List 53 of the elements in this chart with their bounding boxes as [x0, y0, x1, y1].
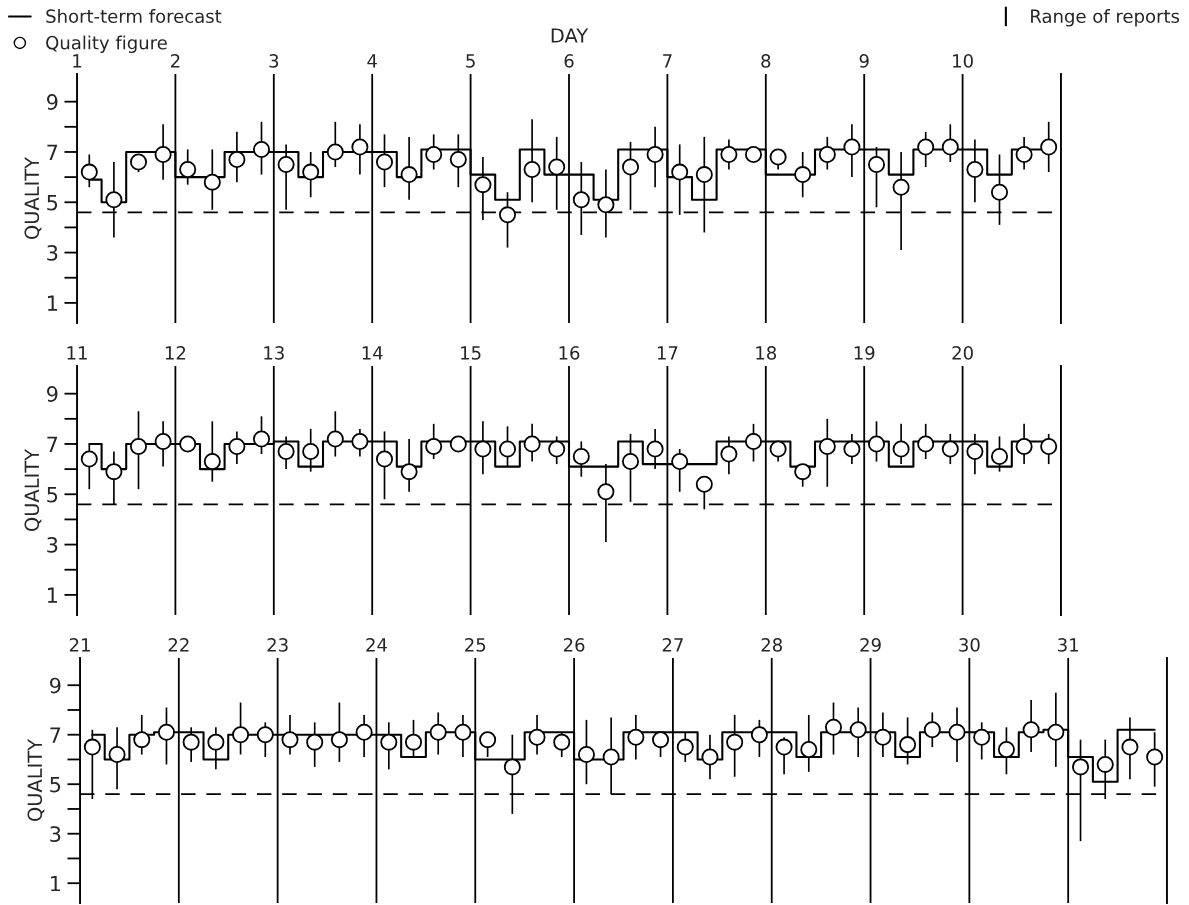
y-tick-label: 5 — [47, 195, 58, 211]
x-tick-label: 23 — [267, 638, 288, 652]
x-tick-label: 20 — [952, 346, 973, 360]
x-tick-label: 15 — [461, 346, 481, 360]
x-tick-label: 14 — [362, 346, 383, 360]
y-axis-title: QUALITY — [24, 448, 42, 531]
x-tick-label: 12 — [165, 346, 186, 360]
x-tick-label: 9 — [859, 54, 869, 68]
y-tick-label: 9 — [50, 677, 61, 694]
y-axis-title: QUALITY — [27, 738, 45, 821]
x-tick-label: 30 — [959, 638, 980, 652]
y-tick-label: 7 — [47, 436, 58, 452]
x-tick-label: 2 — [170, 54, 180, 68]
x-tick-label: 27 — [662, 638, 683, 652]
x-tick-label: 25 — [465, 638, 486, 652]
text: Range of reports — [1031, 9, 1180, 27]
y-axis-title: QUALITY — [24, 156, 42, 239]
x-tick-label: 5 — [466, 54, 475, 68]
y-tick-label: 7 — [47, 144, 58, 160]
y-tick-label: 9 — [47, 386, 58, 402]
legend-label: Quality figure — [46, 35, 167, 53]
x-tick-label: 13 — [264, 346, 284, 360]
x-tick-label: 11 — [67, 346, 87, 360]
y-tick-label: 3 — [47, 245, 58, 261]
x-axis-title: DAY — [551, 28, 589, 43]
x-tick-label: 24 — [366, 638, 387, 652]
y-tick-label: 1 — [47, 295, 58, 311]
x-tick-label: 3 — [269, 54, 279, 68]
y-tick-label: 3 — [50, 826, 61, 842]
x-tick-label: 29 — [860, 638, 881, 652]
x-tick-label: 28 — [761, 638, 782, 652]
x-tick-label: 6 — [564, 54, 574, 68]
x-tick-label: 4 — [367, 54, 377, 68]
y-tick-label: 5 — [50, 776, 61, 793]
y-tick-label: 1 — [47, 587, 58, 603]
x-tick-label: 26 — [563, 638, 585, 652]
x-tick-label: 8 — [761, 54, 771, 68]
y-tick-label: 5 — [47, 487, 58, 503]
x-tick-label: 21 — [69, 638, 90, 652]
x-tick-label: 18 — [756, 346, 777, 360]
x-tick-label: 17 — [657, 346, 678, 360]
y-tick-label: 7 — [50, 727, 61, 743]
x-tick-label: 1 — [73, 54, 82, 68]
x-tick-label: 16 — [559, 346, 580, 360]
y-tick-label: 3 — [47, 537, 58, 553]
x-tick-label: 10 — [953, 54, 973, 68]
legend-label: Short-term forecast — [46, 9, 222, 23]
y-tick-label: 1 — [50, 875, 61, 892]
y-tick-label: 9 — [47, 94, 58, 110]
x-tick-label: 31 — [1058, 638, 1078, 652]
x-tick-label: 19 — [854, 346, 875, 360]
x-tick-label: 7 — [663, 54, 672, 68]
x-tick-label: 22 — [168, 638, 189, 652]
